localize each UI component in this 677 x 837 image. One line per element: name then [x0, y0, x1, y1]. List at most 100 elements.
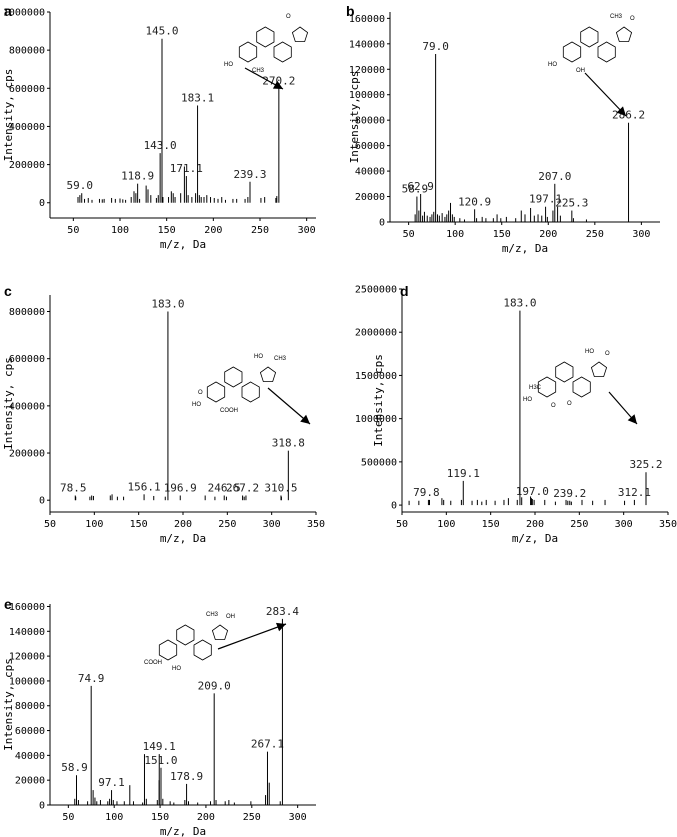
- x-tick-label: 150: [130, 519, 148, 530]
- structure-label: CH3: [252, 68, 265, 74]
- x-tick-label: 250: [243, 812, 261, 823]
- structure-ring: [241, 381, 260, 403]
- panel-b: b 0 20000 40000 60000 80000 100000 120000 140000…: [346, 3, 660, 255]
- x-tick-label: 100: [105, 812, 123, 823]
- y-tick-label: 60000: [15, 726, 45, 737]
- x-tick-label: 200: [204, 225, 222, 236]
- peak-label: 149.1: [143, 740, 176, 753]
- peak-label: 197.1: [529, 193, 562, 206]
- structure-label: CH3: [206, 612, 219, 618]
- y-tick-label: 160000: [9, 602, 45, 613]
- peak-label: 267.1: [251, 738, 284, 751]
- peak-label: 78.5: [60, 481, 87, 494]
- y-axis-label: Intensity, cps: [2, 69, 15, 162]
- peak-label: 196.9: [164, 481, 197, 494]
- y-tick-label: 0: [39, 496, 45, 507]
- molecule-structure: HO O HO O H3C O: [523, 349, 610, 409]
- structure-ring: [256, 26, 275, 48]
- y-tick-label: 80000: [355, 116, 385, 127]
- structure-label: HO: [548, 62, 557, 68]
- peak-label: 183.0: [503, 297, 536, 310]
- structure-ring: [176, 624, 195, 646]
- y-tick-label: 800000: [9, 307, 45, 318]
- arrow-head: [627, 414, 637, 424]
- y-tick-label: 2000000: [355, 328, 397, 339]
- peak-label: 312.1: [618, 486, 651, 499]
- x-tick-label: 200: [539, 229, 557, 240]
- peak-label: 171.1: [170, 162, 203, 175]
- peak-label: 310.5: [264, 481, 297, 494]
- peak-label: 286.2: [612, 109, 645, 122]
- y-tick-label: 0: [379, 218, 385, 229]
- y-tick-label: 100000: [349, 90, 385, 101]
- structure-ring: [273, 41, 292, 63]
- y-tick-label: 200000: [9, 449, 45, 460]
- structure-label: O: [605, 351, 610, 357]
- x-tick-label: 200: [526, 519, 544, 530]
- structure-label: O: [630, 16, 635, 22]
- peak-label: 143.0: [144, 139, 177, 152]
- structure-ring: [537, 376, 557, 398]
- peak-label: 225.3: [555, 197, 588, 210]
- peak-label: 58.9: [402, 183, 429, 196]
- x-axis-label: m/z, Da: [160, 532, 206, 545]
- peak-label: 197.0: [516, 485, 549, 498]
- x-tick-label: 150: [158, 225, 176, 236]
- structure-label: O: [567, 401, 572, 407]
- peak-label: 79.0: [422, 40, 449, 53]
- structure-label: HO: [585, 349, 594, 355]
- y-tick-label: 0: [39, 801, 45, 812]
- y-axis-label: Intensity, cps: [2, 357, 15, 450]
- structure-label: O: [286, 14, 291, 20]
- x-tick-label: 350: [307, 519, 325, 530]
- peak-label: 239.2: [553, 487, 586, 500]
- peak-label: 207.0: [538, 170, 571, 183]
- panel-letter: d: [400, 283, 409, 299]
- structure-ring: [580, 26, 599, 48]
- panel-letter: c: [4, 283, 12, 299]
- x-tick-label: 250: [586, 229, 604, 240]
- y-tick-label: 500000: [361, 457, 397, 468]
- x-tick-label: 50: [403, 229, 415, 240]
- y-axis-label: Intensity, cps: [372, 354, 385, 447]
- x-tick-label: 150: [482, 519, 500, 530]
- x-tick-label: 50: [44, 519, 56, 530]
- peak-label: 283.4: [266, 605, 299, 618]
- arrow-head: [276, 622, 286, 632]
- x-tick-label: 200: [174, 519, 192, 530]
- y-tick-label: 0: [391, 501, 397, 512]
- fragment-arrow: [267, 387, 311, 425]
- peak-label: 156.1: [128, 480, 161, 493]
- y-tick-label: 2500000: [355, 285, 397, 296]
- y-tick-label: 40000: [15, 751, 45, 762]
- structure-label: HO: [192, 402, 201, 408]
- structure-ring: [259, 366, 277, 382]
- structure-label: H3C: [529, 385, 542, 391]
- structure-label: OH: [576, 68, 585, 74]
- molecule-structure: HO CH3 O: [224, 14, 309, 74]
- y-tick-label: 40000: [355, 167, 385, 178]
- y-tick-label: 80000: [15, 701, 45, 712]
- panel-letter: a: [4, 3, 12, 19]
- peak-label: 79.8: [413, 486, 440, 499]
- y-tick-label: 120000: [9, 652, 45, 663]
- structure-label: CH3: [274, 356, 287, 362]
- structure-label: HO: [172, 666, 181, 672]
- x-axis-label: m/z, Da: [160, 825, 206, 837]
- structure-label: COOH: [220, 408, 238, 414]
- y-tick-label: 120000: [349, 65, 385, 76]
- molecule-structure: HO OH CH3 O: [548, 14, 635, 74]
- structure-ring: [238, 41, 258, 63]
- y-tick-label: 1500000: [355, 371, 397, 382]
- fragment-arrow: [584, 72, 627, 117]
- structure-ring: [597, 41, 616, 63]
- arrow-head: [616, 106, 626, 116]
- y-axis-label: Intensity, cps: [2, 658, 15, 751]
- y-axis-label: Intensity, cps: [348, 71, 361, 164]
- structure-label: O: [198, 390, 203, 396]
- structure-label: CH3: [610, 14, 623, 20]
- x-axis-label: m/z, Da: [502, 242, 548, 255]
- structure-ring: [555, 361, 574, 383]
- peak-label: 325.2: [629, 458, 662, 471]
- structure-label: HO: [523, 397, 532, 403]
